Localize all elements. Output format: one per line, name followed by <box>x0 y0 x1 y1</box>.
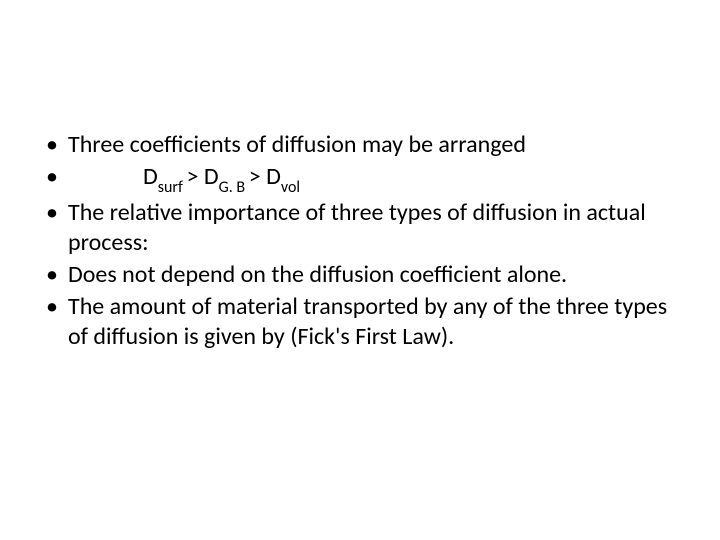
bullet-text: Three coefficients of diffusion may be a… <box>68 130 526 159</box>
slide-container: Three coefficients of diffusion may be a… <box>0 0 720 540</box>
bullet-item-formula: Dsurf > DG. B > Dvol <box>40 162 680 196</box>
bullet-item: Does not depend on the diffusion coeffic… <box>40 260 680 290</box>
bullet-text: The relative importance of three types o… <box>68 198 646 257</box>
bullet-text: The amount of material transported by an… <box>68 292 667 351</box>
bullet-list: Three coefficients of diffusion may be a… <box>40 130 680 352</box>
formula-text: Dsurf > DG. B > Dvol <box>68 162 300 191</box>
bullet-item: The amount of material transported by an… <box>40 292 680 352</box>
bullet-item: The relative importance of three types o… <box>40 198 680 258</box>
bullet-text: Does not depend on the diffusion coeffic… <box>68 260 567 289</box>
bullet-item: Three coefficients of diffusion may be a… <box>40 130 680 160</box>
